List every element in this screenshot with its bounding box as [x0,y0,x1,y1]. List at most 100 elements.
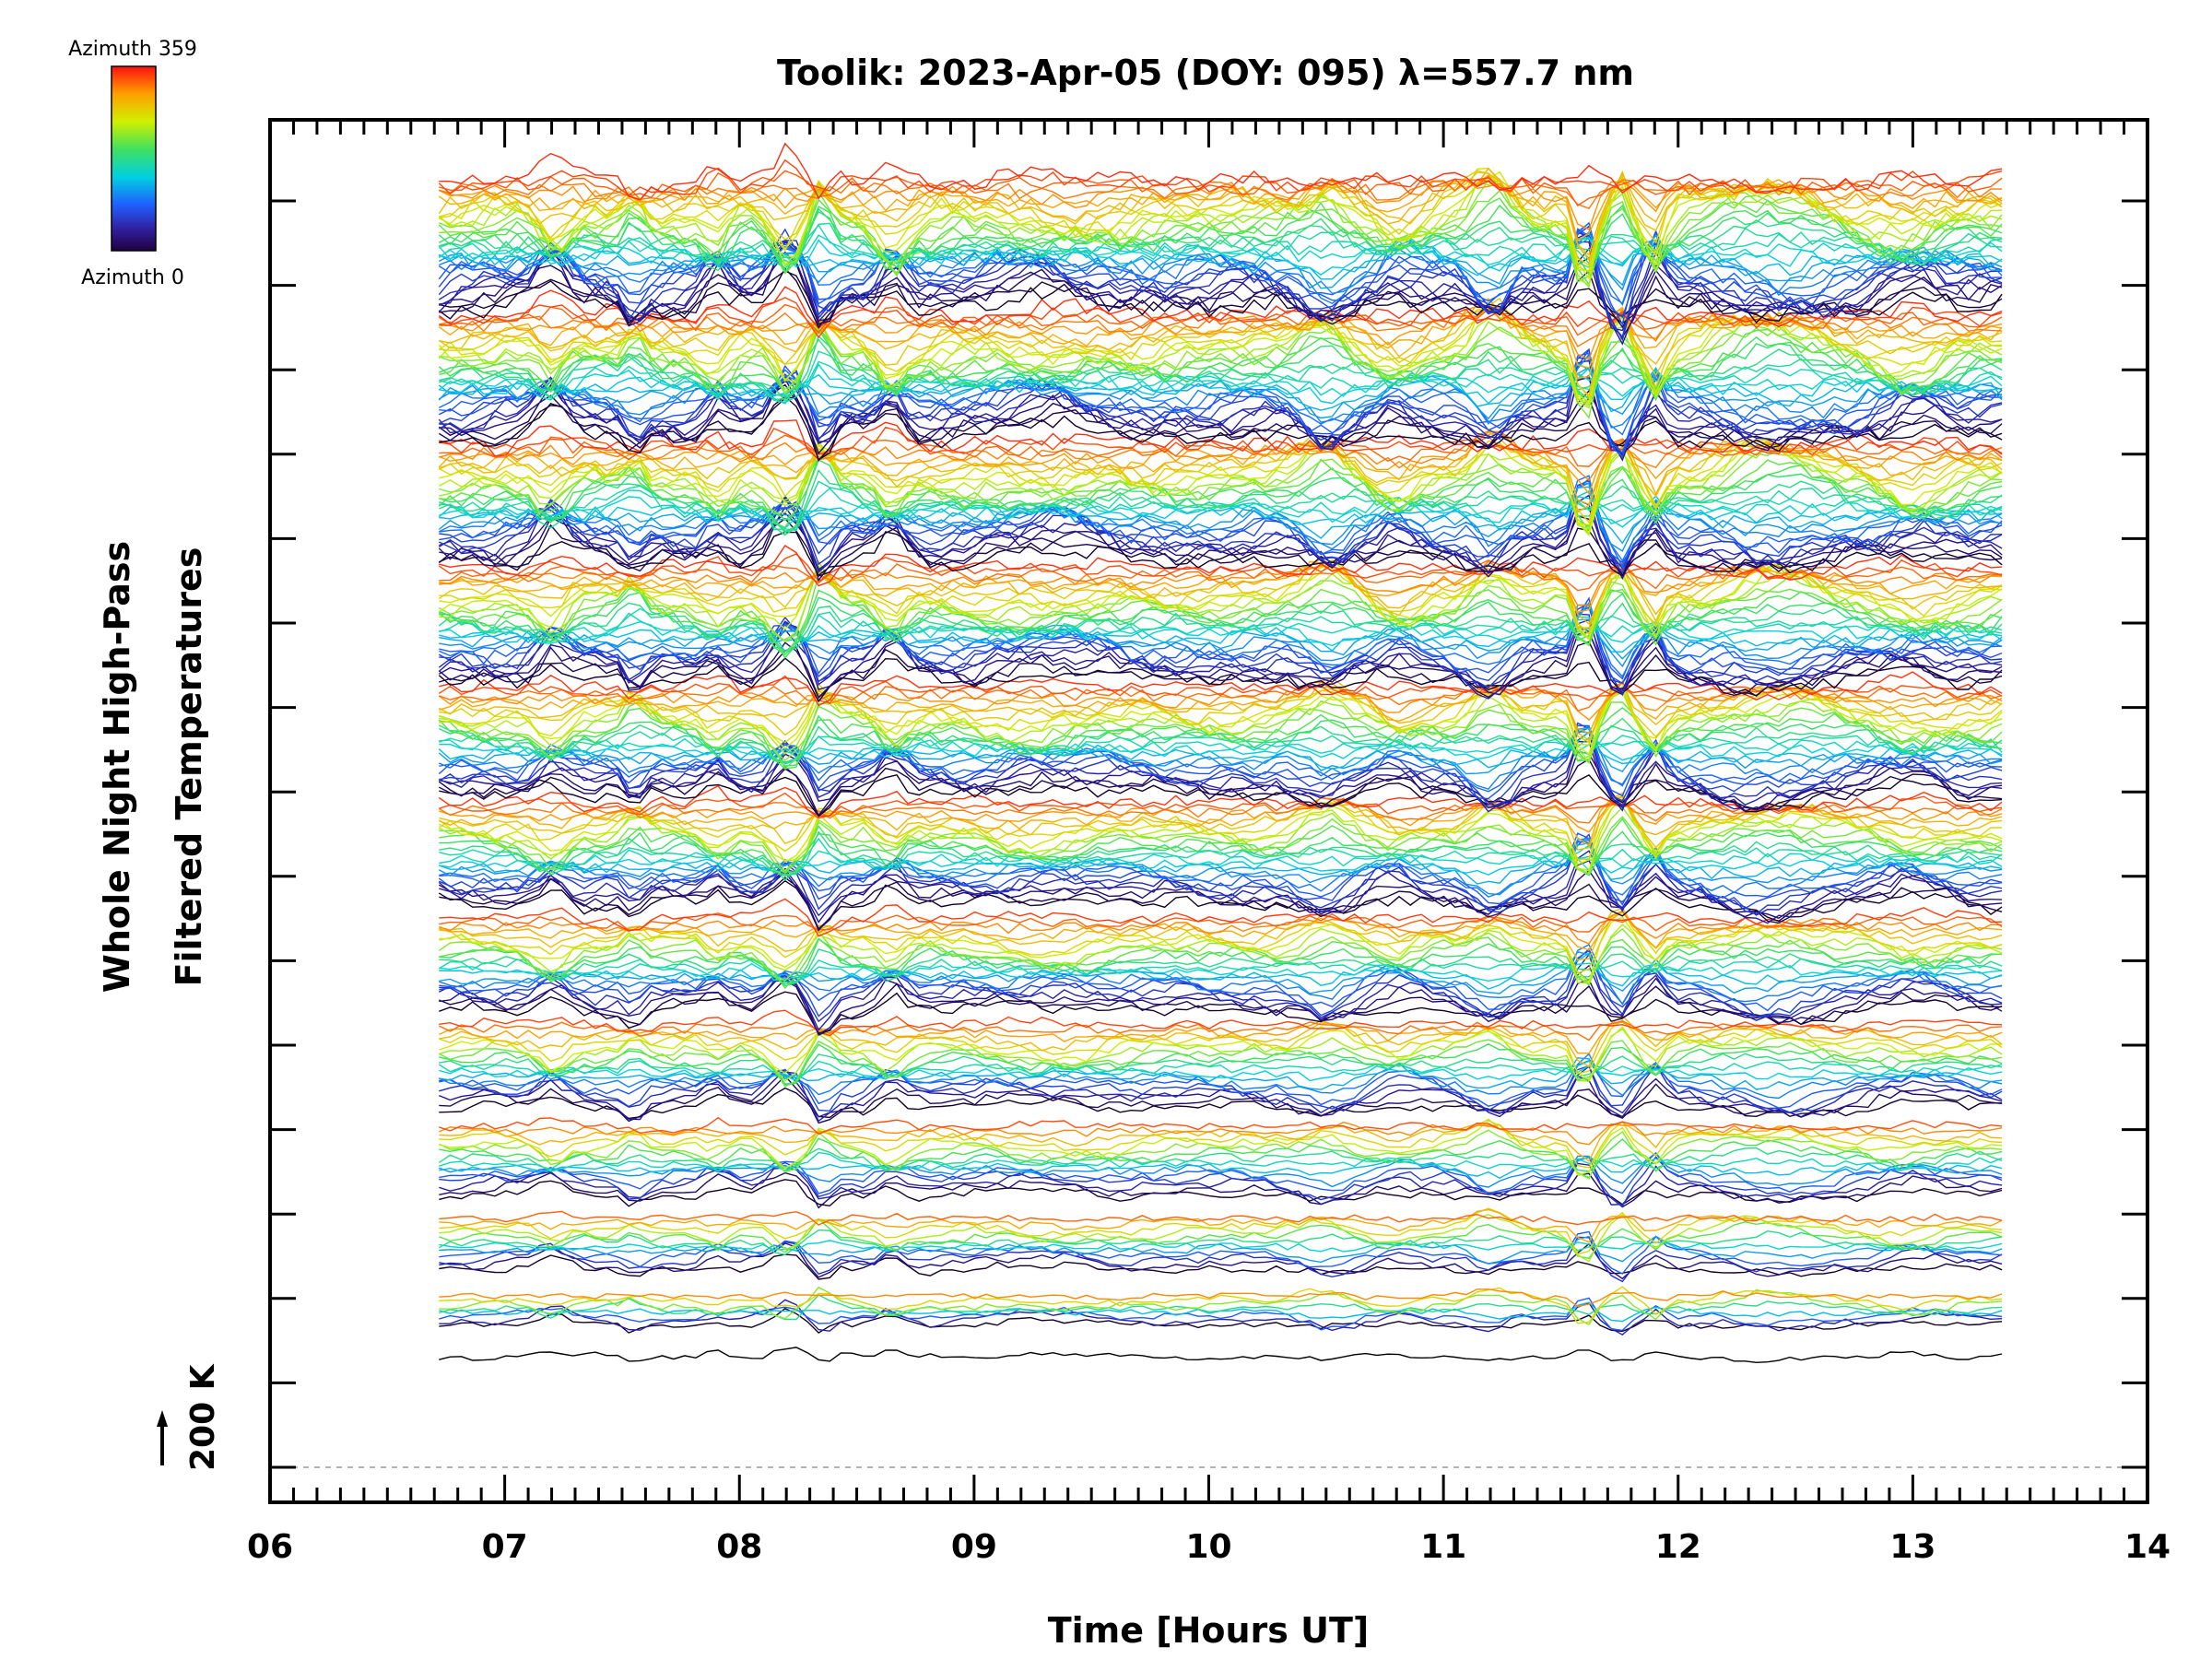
azimuth-trace [438,675,2003,704]
azimuth-trace [438,677,2003,742]
azimuth-trace [439,1026,2003,1081]
azimuth-trace [438,564,2003,642]
azimuth-trace [438,607,2003,652]
azimuth-trace [438,303,2003,336]
azimuth-trace [439,545,2003,587]
azimuth-trace [439,949,2003,1012]
azimuth-trace [439,898,2003,937]
azimuth-trace [439,912,2003,933]
y-axis-label-line2: Filtered Temperatures [169,547,209,987]
azimuth-trace [439,1347,2003,1364]
azimuth-trace [439,1299,2003,1336]
azimuth-trace [439,601,2003,660]
azimuth-trace [438,436,2003,524]
azimuth-trace [439,179,2003,288]
azimuth-trace [438,613,2003,697]
azimuth-trace [438,1229,2003,1256]
azimuth-trace [439,841,2003,885]
azimuth-trace [439,837,2003,881]
azimuth-trace [439,1294,2003,1321]
azimuth-trace [439,434,2003,467]
azimuth-trace [439,1230,2003,1275]
azimuth-trace [438,1020,2003,1041]
azimuth-trace [439,686,2003,746]
y-axis-label-line1: Whole Night High-Pass [97,541,137,993]
azimuth-trace [439,606,2003,685]
azimuth-trace [438,357,2003,453]
azimuth-trace [439,1059,2003,1109]
azimuth-trace [438,430,2003,506]
azimuth-trace [439,1288,2003,1308]
azimuth-trace [439,1286,2003,1324]
azimuth-trace [439,559,2003,592]
azimuth-trace [439,612,2003,653]
azimuth-trace [439,1253,2003,1280]
azimuth-trace [439,907,2003,961]
azimuth-trace [438,247,2003,339]
azimuth-trace [439,794,2003,872]
azimuth-trace [439,1116,2003,1135]
azimuth-trace [438,204,2003,274]
azimuth-trace [439,1218,2003,1260]
azimuth-trace [438,630,2003,700]
azimuth-trace [439,231,2003,332]
azimuth-trace [438,475,2003,562]
azimuth-trace [439,560,2003,613]
azimuth-trace [438,618,2003,700]
azimuth-trace [439,740,2003,811]
azimuth-trace [439,360,2003,404]
x-tick-label: 10 [1185,1528,1231,1566]
azimuth-trace [438,482,2003,571]
azimuth-trace [439,1236,2003,1283]
azimuth-trace [439,1043,2003,1087]
azimuth-trace [439,1120,2003,1176]
azimuth-trace [439,170,2003,266]
azimuth-trace [439,818,2003,877]
azimuth-trace [439,849,2003,876]
azimuth-trace [439,1087,2003,1120]
scale-indicator: 200 K [157,1363,222,1471]
azimuth-trace [439,480,2003,532]
azimuth-trace [439,816,2003,875]
x-tick-label: 12 [1655,1528,1701,1566]
azimuth-trace [439,335,2003,401]
azimuth-trace [439,950,2003,994]
azimuth-trace [439,338,2003,402]
azimuth-trace [439,1151,2003,1172]
x-tick-label: 14 [2124,1528,2171,1566]
azimuth-trace [438,210,2003,276]
azimuth-trace [438,726,2003,809]
azimuth-trace [439,1060,2003,1082]
azimuth-trace [439,977,2003,1036]
azimuth-trace [439,938,2003,985]
azimuth-trace [439,978,2003,1037]
azimuth-trace [439,731,2003,761]
azimuth-trace [439,685,2003,761]
azimuth-trace [439,556,2003,636]
azimuth-trace [439,560,2003,641]
azimuth-trace [439,142,2003,201]
azimuth-trace [438,179,2003,287]
azimuth-trace [438,796,2003,824]
azimuth-trace [439,936,2003,990]
azimuth-trace [439,1063,2003,1123]
azimuth-trace [439,725,2003,791]
azimuth-trace [439,731,2003,763]
azimuth-trace [439,189,2003,283]
azimuth-trace [438,1147,2003,1173]
x-axis-label: Time [Hours UT] [1048,1610,1370,1651]
x-tick-label: 08 [716,1528,762,1566]
colorbar [111,65,157,252]
x-tick-label: 09 [951,1528,997,1566]
azimuth-trace [439,1171,2003,1209]
azimuth-trace [439,1057,2003,1090]
azimuth-trace [439,731,2003,813]
azimuth-trace [439,774,2003,818]
x-tick-label: 13 [1889,1528,1936,1566]
azimuth-trace [439,735,2003,765]
azimuth-trace [438,383,2003,455]
azimuth-trace [438,224,2003,265]
azimuth-trace [438,1039,2003,1088]
azimuth-trace [438,958,2003,982]
